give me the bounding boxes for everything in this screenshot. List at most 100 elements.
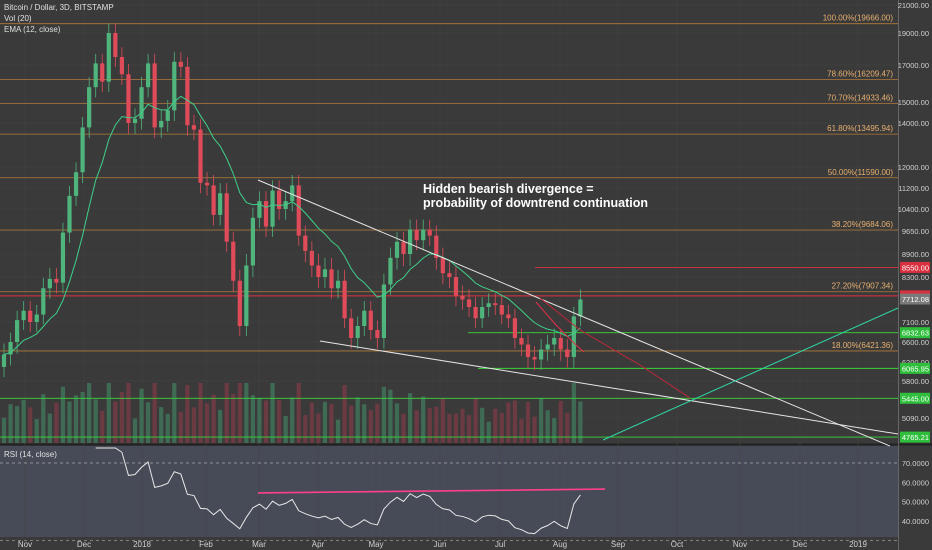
fib-level-label: 18.00%(6421.36) xyxy=(832,341,894,350)
candle-body xyxy=(28,310,33,322)
candle-body xyxy=(198,129,203,183)
volume-bar xyxy=(126,383,131,443)
projection-path-a xyxy=(535,301,585,353)
volume-bar xyxy=(571,383,576,443)
candle-body xyxy=(191,125,197,130)
rsi-divergence-line xyxy=(257,488,606,494)
volume-bar xyxy=(152,383,157,443)
time-tick-label: Dec xyxy=(793,540,807,549)
fib-level-label: 61.80%(13495.94) xyxy=(827,124,893,133)
price-tick-label: 21000.00 xyxy=(898,1,929,10)
volume-bar xyxy=(539,398,544,443)
time-tick-label: Dec xyxy=(77,540,91,549)
volume-bar xyxy=(434,406,439,443)
price-tag xyxy=(900,392,930,404)
candle-body xyxy=(218,193,223,215)
candle-body xyxy=(204,182,210,186)
candle-body xyxy=(342,280,347,319)
volume-bar xyxy=(211,394,216,443)
volume-bar xyxy=(106,383,111,443)
price-tag-label: 4765.21 xyxy=(902,433,929,442)
volume-bar xyxy=(139,388,144,443)
volume-bar xyxy=(132,418,138,443)
candle-body xyxy=(73,172,79,196)
volume-bar xyxy=(270,383,275,443)
volume-bar xyxy=(565,412,570,443)
candle-body xyxy=(473,307,478,319)
candle-body xyxy=(146,63,151,88)
volume-bar xyxy=(15,406,20,443)
candle-body xyxy=(34,314,39,322)
fib-level-label: 50.00%(11590.00) xyxy=(828,168,894,177)
candle-body xyxy=(565,349,570,357)
volume-bar xyxy=(322,401,328,443)
candle-body xyxy=(322,269,328,277)
fib-level-label: 78.60%(16209.47) xyxy=(827,70,893,79)
candle-body xyxy=(388,257,393,285)
volume-bar xyxy=(447,413,452,443)
price-tag xyxy=(900,327,930,339)
volume-bar xyxy=(47,413,52,443)
candle-body xyxy=(381,284,386,338)
candle-body xyxy=(257,201,262,218)
price-tag-label: 6832.63 xyxy=(902,329,929,338)
volume-bar xyxy=(250,395,255,443)
price-tick-label: 6600.00 xyxy=(902,338,929,347)
rsi-tick-label: 70.0000 xyxy=(902,459,929,468)
candle-body xyxy=(126,74,131,123)
candle-body xyxy=(453,277,459,296)
volume-bar xyxy=(309,402,314,443)
volume-bar xyxy=(408,393,413,443)
candle-body xyxy=(87,87,92,128)
time-tick-label: Sep xyxy=(611,540,626,549)
candle-body xyxy=(480,307,485,319)
candle-body xyxy=(132,118,138,123)
volume-bar xyxy=(486,421,491,443)
fib-level-label: 38.20%(9684.06) xyxy=(832,220,894,229)
volume-bar xyxy=(41,394,46,443)
candle-body xyxy=(368,310,373,330)
candle-body xyxy=(506,314,511,319)
candle-body xyxy=(270,190,275,227)
candle-body xyxy=(80,127,85,173)
candle-body xyxy=(211,185,216,215)
volume-bar xyxy=(283,415,288,443)
volume-bar xyxy=(113,401,118,443)
fib-level-label: 100.00%(19666.00) xyxy=(823,14,894,23)
rsi-line xyxy=(95,447,581,535)
candle-body xyxy=(244,265,249,326)
time-tick-label: Aug xyxy=(553,540,567,549)
volume-bar xyxy=(466,415,472,443)
volume-bar xyxy=(100,410,105,443)
price-tag xyxy=(900,362,930,374)
candle-body xyxy=(250,217,255,266)
candle-body xyxy=(375,330,380,338)
time-tick-label: Apr xyxy=(312,540,325,549)
time-tick-label: Nov xyxy=(733,540,747,549)
volume-bar xyxy=(224,383,229,443)
time-tick-label: Feb xyxy=(199,540,213,549)
volume-bar xyxy=(185,385,190,443)
time-tick-label: Jun xyxy=(434,540,447,549)
volume-bar xyxy=(146,402,151,443)
price-tick-label: 12000.00 xyxy=(898,163,929,172)
volume-bar xyxy=(388,389,393,443)
volume-bar xyxy=(440,398,445,443)
volume-bar xyxy=(172,383,177,443)
candle-body xyxy=(119,57,124,75)
volume-bar xyxy=(381,386,386,443)
candle-body xyxy=(512,318,517,338)
candle-body xyxy=(60,232,66,283)
volume-bar xyxy=(21,399,26,443)
fib-level-label: 70.70%(14933.46) xyxy=(827,93,893,102)
time-tick-label: Nov xyxy=(18,540,32,549)
candle-body xyxy=(421,229,426,241)
volume-bar xyxy=(394,403,400,443)
descending-trendline xyxy=(257,179,891,447)
candle-body xyxy=(427,229,432,236)
volume-bar xyxy=(532,416,537,443)
candle-body xyxy=(316,265,321,277)
annotation-line1: Hidden bearish divergence = xyxy=(423,182,594,196)
volume-bar xyxy=(375,403,380,443)
